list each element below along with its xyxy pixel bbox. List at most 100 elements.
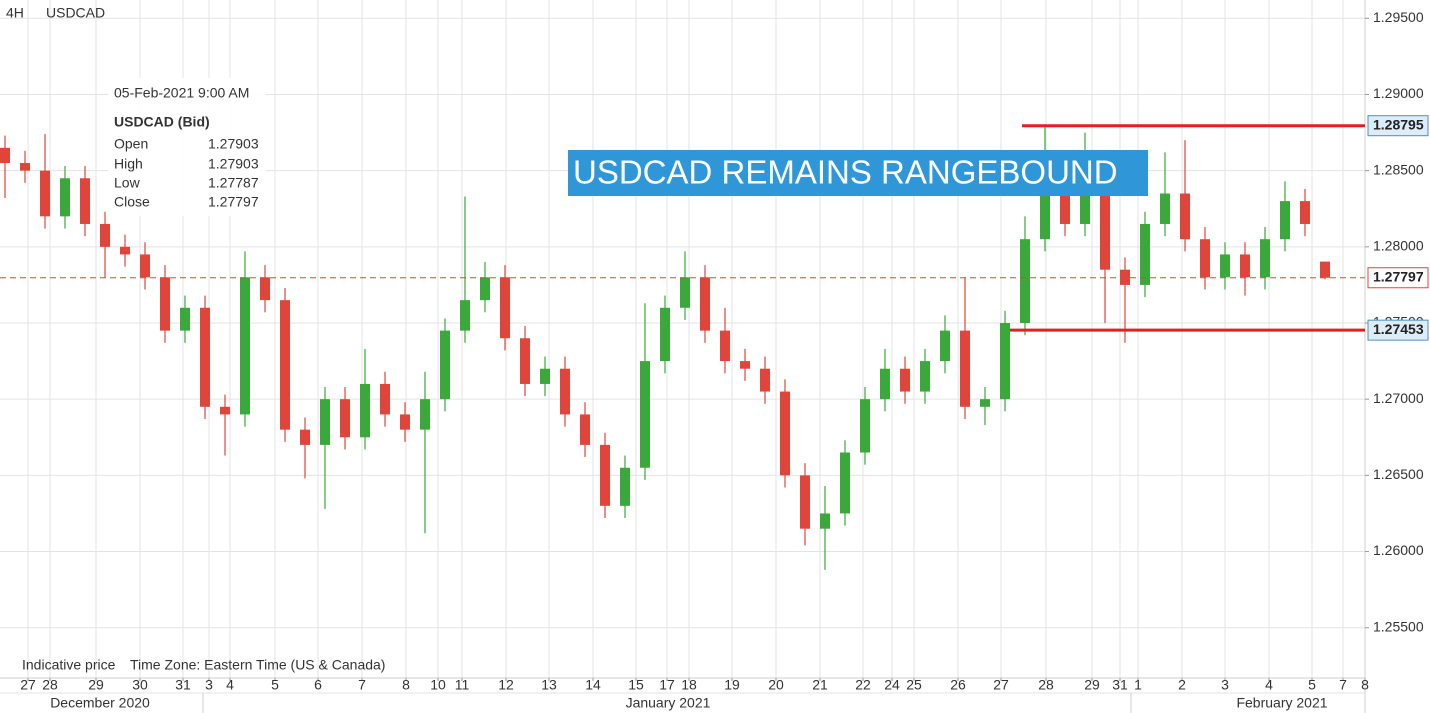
x-tick-label: 31 bbox=[1112, 677, 1128, 693]
candle-body bbox=[160, 277, 170, 331]
x-tick-label: 3 bbox=[1221, 677, 1229, 693]
x-tick-label: 31 bbox=[175, 677, 191, 693]
candle-body bbox=[480, 277, 490, 301]
x-tick-label: 30 bbox=[132, 677, 148, 693]
x-tick-label: 21 bbox=[812, 677, 828, 693]
x-tick-label: 24 bbox=[884, 677, 900, 693]
candle-body bbox=[500, 277, 510, 339]
candle-body bbox=[840, 452, 850, 514]
candle-body bbox=[720, 330, 730, 362]
candle-body bbox=[140, 254, 150, 278]
candle-body bbox=[1280, 201, 1290, 240]
candle-body bbox=[580, 414, 590, 445]
candle-body bbox=[1200, 239, 1210, 278]
month-label: February 2021 bbox=[1236, 695, 1327, 711]
candle-body bbox=[920, 361, 930, 392]
candle-body bbox=[280, 300, 290, 430]
x-tick-label: 10 bbox=[430, 677, 446, 693]
candle-body bbox=[640, 361, 650, 468]
tooltip-value: 1.27903 bbox=[208, 136, 259, 152]
tooltip-label: Close bbox=[114, 194, 150, 210]
x-tick-label: 7 bbox=[1339, 677, 1347, 693]
candle-body bbox=[800, 475, 810, 529]
candle-body bbox=[760, 368, 770, 392]
candle-body bbox=[1060, 193, 1070, 224]
candle-body bbox=[540, 368, 550, 384]
candle-body bbox=[1300, 201, 1310, 224]
x-tick-label: 5 bbox=[271, 677, 279, 693]
tooltip-value: 1.27797 bbox=[208, 194, 259, 210]
candle-body bbox=[100, 223, 110, 247]
x-tick-label: 12 bbox=[498, 677, 514, 693]
x-tick-label: 27 bbox=[993, 677, 1009, 693]
y-tick-label: 1.29000 bbox=[1373, 85, 1424, 101]
y-tick-label: 1.26500 bbox=[1373, 466, 1424, 482]
candle-body bbox=[860, 399, 870, 453]
y-tick-label: 1.26000 bbox=[1373, 542, 1424, 558]
x-tick-label: 18 bbox=[681, 677, 697, 693]
candle-body bbox=[40, 170, 50, 217]
annotation-box bbox=[568, 150, 1148, 196]
tooltip-label: Open bbox=[114, 136, 148, 152]
x-tick-label: 1 bbox=[1134, 677, 1142, 693]
candle-body bbox=[1080, 185, 1090, 224]
x-tick-label: 2 bbox=[1178, 677, 1186, 693]
x-tick-label: 28 bbox=[1038, 677, 1054, 693]
candle-body bbox=[560, 368, 570, 415]
x-tick-label: 22 bbox=[855, 677, 871, 693]
candle-body bbox=[1020, 239, 1030, 324]
candle-body bbox=[320, 399, 330, 445]
tooltip-value: 1.27787 bbox=[208, 175, 259, 191]
candle-body bbox=[680, 277, 690, 308]
x-tick-label: 15 bbox=[628, 677, 644, 693]
candle-body bbox=[1320, 261, 1330, 278]
candle-body bbox=[60, 178, 70, 217]
level-box bbox=[1367, 319, 1429, 341]
candle-body bbox=[220, 406, 230, 415]
timeframe: 4H bbox=[6, 5, 24, 21]
last-price-box bbox=[1367, 267, 1429, 289]
candle-body bbox=[20, 163, 30, 171]
candle-body bbox=[400, 414, 410, 430]
candle-body bbox=[1100, 185, 1110, 270]
candle-body bbox=[600, 444, 610, 506]
annotation: USDCAD REMAINS RANGEBOUND bbox=[573, 154, 1118, 191]
tooltip-label: High bbox=[114, 156, 143, 172]
x-tick-label: 27 bbox=[20, 677, 36, 693]
candle-body bbox=[180, 307, 190, 331]
x-tick-label: 5 bbox=[1308, 677, 1316, 693]
last-price-label: 1.27797 bbox=[1373, 268, 1424, 284]
candle-body bbox=[1240, 254, 1250, 278]
month-label: January 2021 bbox=[626, 695, 711, 711]
candle-body bbox=[460, 300, 470, 331]
x-tick-label: 14 bbox=[585, 677, 601, 693]
candle-body bbox=[740, 361, 750, 369]
candle-body bbox=[1160, 193, 1170, 224]
x-tick-label: 29 bbox=[1084, 677, 1100, 693]
candle-body bbox=[240, 277, 250, 415]
candle-body bbox=[980, 399, 990, 407]
candle-body bbox=[1220, 254, 1230, 278]
candle-body bbox=[1140, 223, 1150, 285]
level-box bbox=[1367, 115, 1429, 137]
x-tick-label: 4 bbox=[1265, 677, 1273, 693]
candle-body bbox=[440, 330, 450, 400]
tooltip-title: USDCAD (Bid) bbox=[114, 114, 210, 130]
y-tick-label: 1.27000 bbox=[1373, 390, 1424, 406]
y-tick-label: 1.29500 bbox=[1373, 9, 1424, 25]
x-tick-label: 4 bbox=[226, 677, 234, 693]
y-tick-label: 1.28500 bbox=[1373, 161, 1424, 177]
candle-body bbox=[1040, 193, 1050, 240]
y-tick-label: 1.28000 bbox=[1373, 238, 1424, 254]
candle-body bbox=[200, 307, 210, 407]
candle-body bbox=[700, 277, 710, 331]
candle-body bbox=[1260, 239, 1270, 278]
candle-body bbox=[820, 513, 830, 529]
candle-body bbox=[0, 147, 10, 164]
candle-body bbox=[1180, 193, 1190, 240]
symbol: USDCAD bbox=[46, 5, 105, 21]
candle-body bbox=[420, 399, 430, 430]
tooltip-label: Low bbox=[114, 175, 141, 191]
candle-body bbox=[80, 178, 90, 224]
